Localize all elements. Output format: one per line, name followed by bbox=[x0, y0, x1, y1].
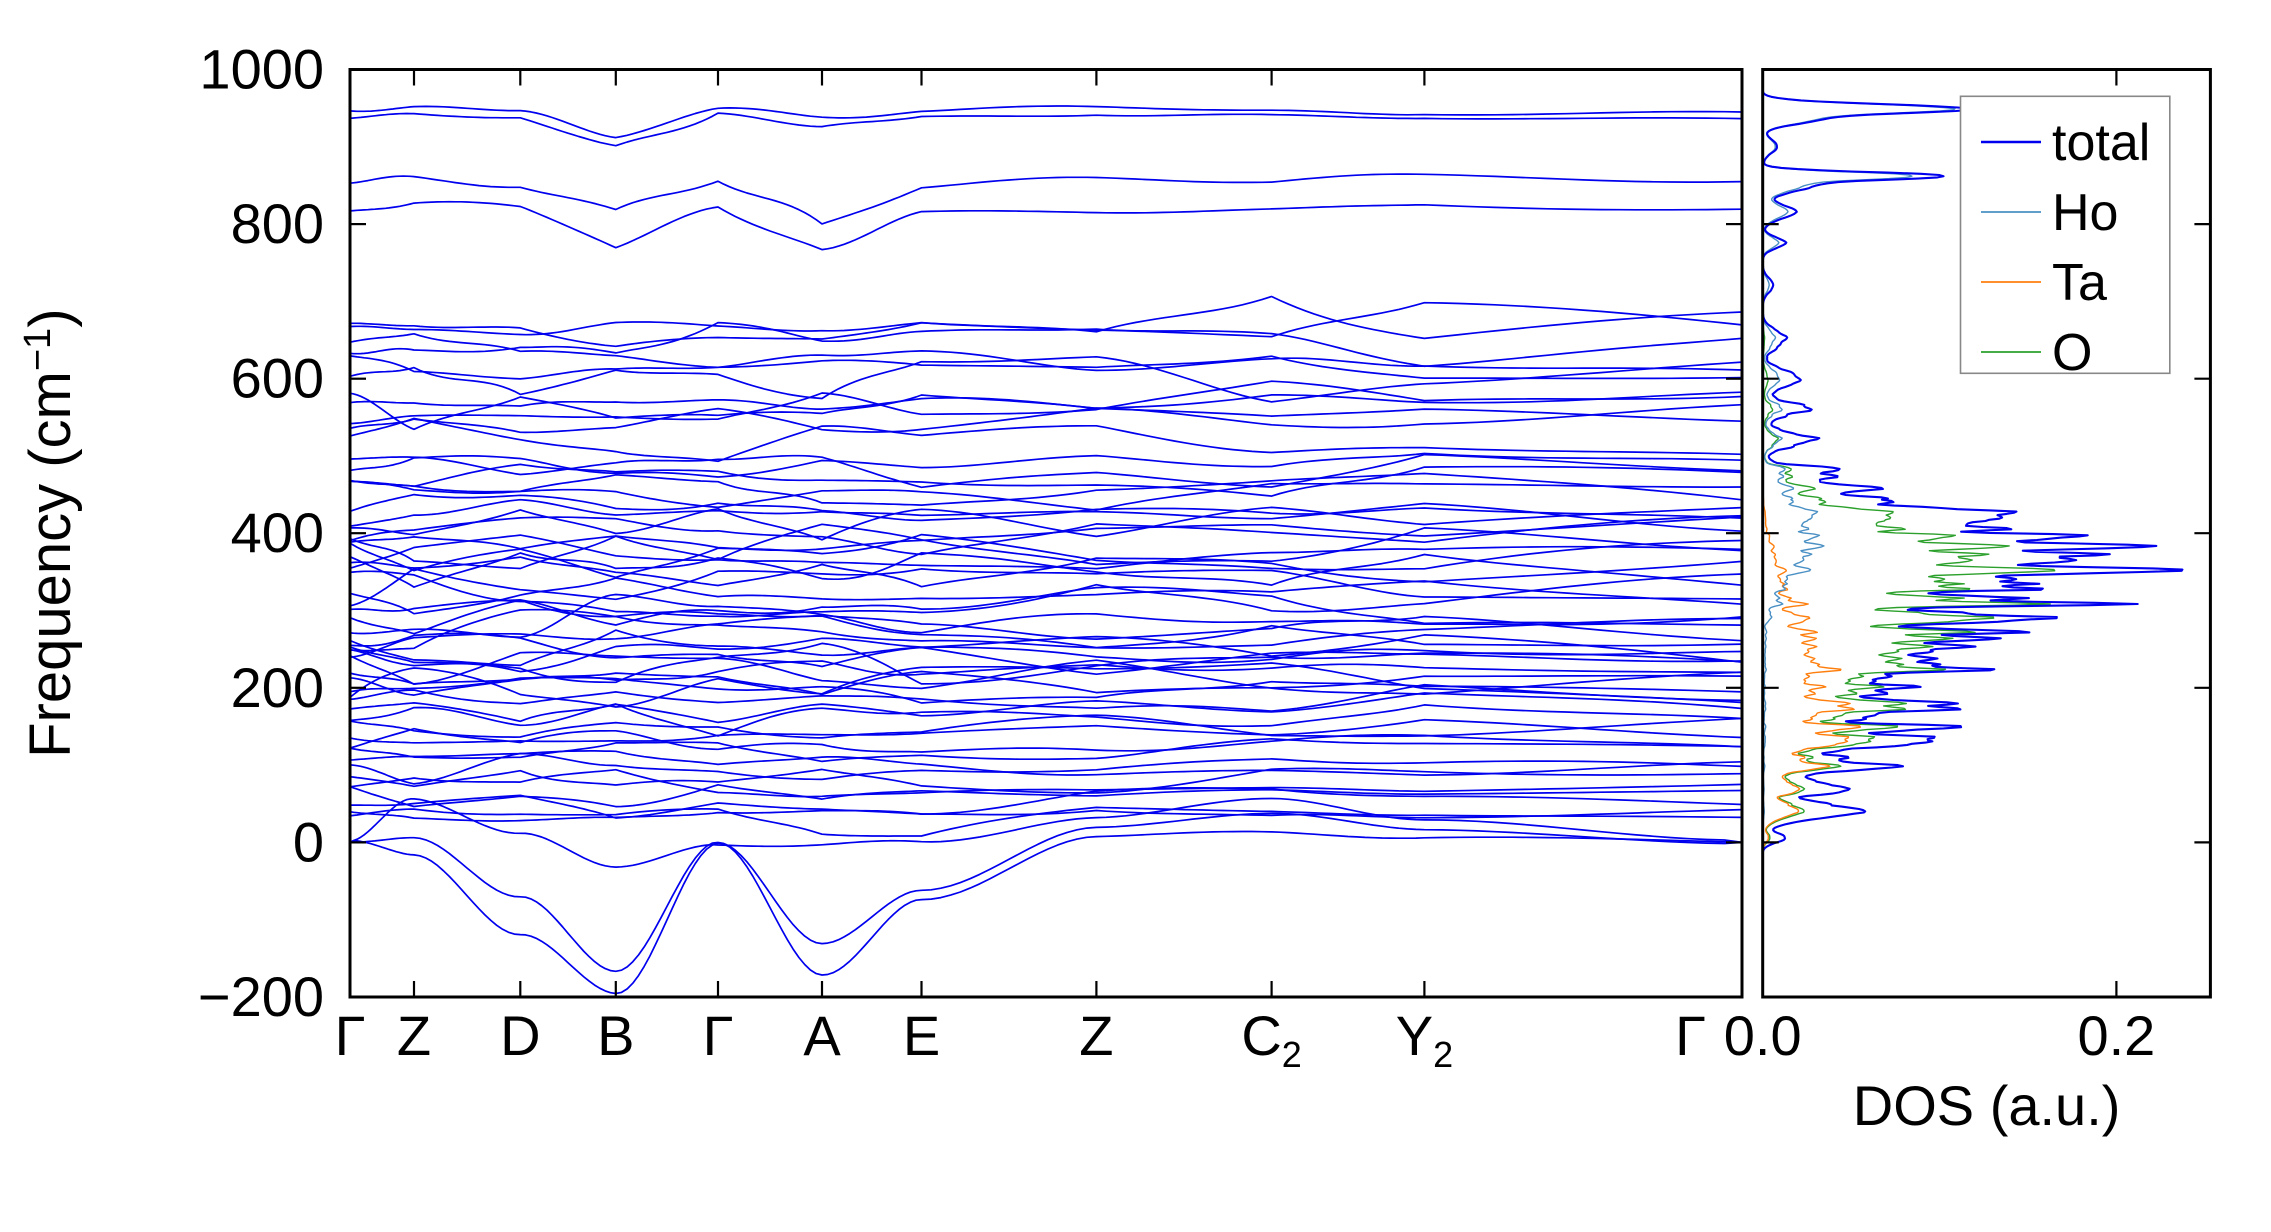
svg-text:E: E bbox=[903, 1004, 940, 1067]
svg-text:0.2: 0.2 bbox=[2077, 1004, 2155, 1067]
svg-text:−200: −200 bbox=[198, 965, 324, 1028]
svg-text:O: O bbox=[2052, 324, 2092, 382]
svg-text:Γ: Γ bbox=[1675, 1004, 1706, 1067]
svg-text:Γ: Γ bbox=[335, 1004, 366, 1067]
svg-text:Frequency (cm−1): Frequency (cm−1) bbox=[17, 308, 83, 757]
svg-text:D: D bbox=[500, 1004, 540, 1067]
svg-text:200: 200 bbox=[231, 656, 324, 719]
svg-text:A: A bbox=[803, 1004, 841, 1067]
svg-text:0: 0 bbox=[293, 810, 324, 873]
svg-text:Ta: Ta bbox=[2052, 254, 2107, 312]
svg-text:800: 800 bbox=[231, 192, 324, 255]
svg-text:1000: 1000 bbox=[199, 38, 324, 101]
svg-text:B: B bbox=[597, 1004, 634, 1067]
svg-text:400: 400 bbox=[231, 501, 324, 564]
svg-text:Z: Z bbox=[397, 1004, 431, 1067]
svg-text:total: total bbox=[2052, 114, 2150, 172]
svg-text:Z: Z bbox=[1079, 1004, 1113, 1067]
svg-text:600: 600 bbox=[231, 347, 324, 410]
svg-text:Γ: Γ bbox=[703, 1004, 734, 1067]
svg-text:DOS (a.u.): DOS (a.u.) bbox=[1853, 1074, 2121, 1137]
svg-text:Ho: Ho bbox=[2052, 184, 2118, 242]
svg-text:0.0: 0.0 bbox=[1724, 1004, 1802, 1067]
